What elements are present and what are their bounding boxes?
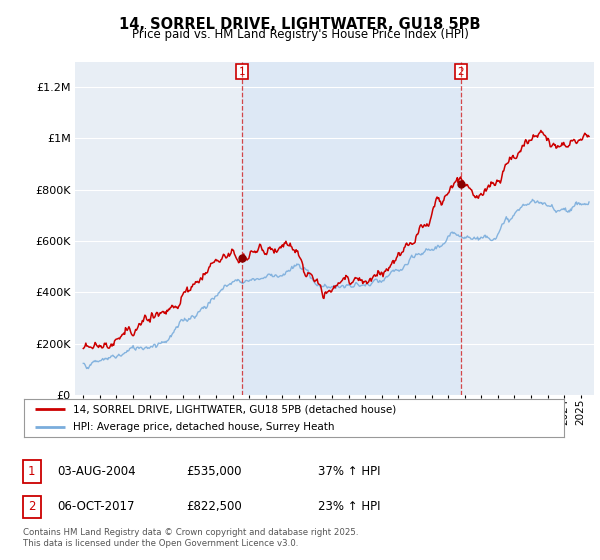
Bar — [242, 62, 461, 395]
Text: 2: 2 — [28, 500, 35, 514]
Text: 23% ↑ HPI: 23% ↑ HPI — [318, 500, 380, 514]
Text: 37% ↑ HPI: 37% ↑ HPI — [318, 465, 380, 478]
Text: 03-AUG-2004: 03-AUG-2004 — [57, 465, 136, 478]
Text: 06-OCT-2017: 06-OCT-2017 — [57, 500, 134, 514]
Text: Price paid vs. HM Land Registry's House Price Index (HPI): Price paid vs. HM Land Registry's House … — [131, 28, 469, 41]
Text: 1: 1 — [28, 465, 35, 478]
Text: 14, SORREL DRIVE, LIGHTWATER, GU18 5PB (detached house): 14, SORREL DRIVE, LIGHTWATER, GU18 5PB (… — [73, 404, 396, 414]
Text: 14, SORREL DRIVE, LIGHTWATER, GU18 5PB: 14, SORREL DRIVE, LIGHTWATER, GU18 5PB — [119, 17, 481, 32]
Text: HPI: Average price, detached house, Surrey Heath: HPI: Average price, detached house, Surr… — [73, 422, 334, 432]
Text: 2: 2 — [458, 67, 464, 77]
Text: £535,000: £535,000 — [186, 465, 241, 478]
Text: Contains HM Land Registry data © Crown copyright and database right 2025.
This d: Contains HM Land Registry data © Crown c… — [23, 528, 358, 548]
Text: 1: 1 — [239, 67, 245, 77]
Text: £822,500: £822,500 — [186, 500, 242, 514]
